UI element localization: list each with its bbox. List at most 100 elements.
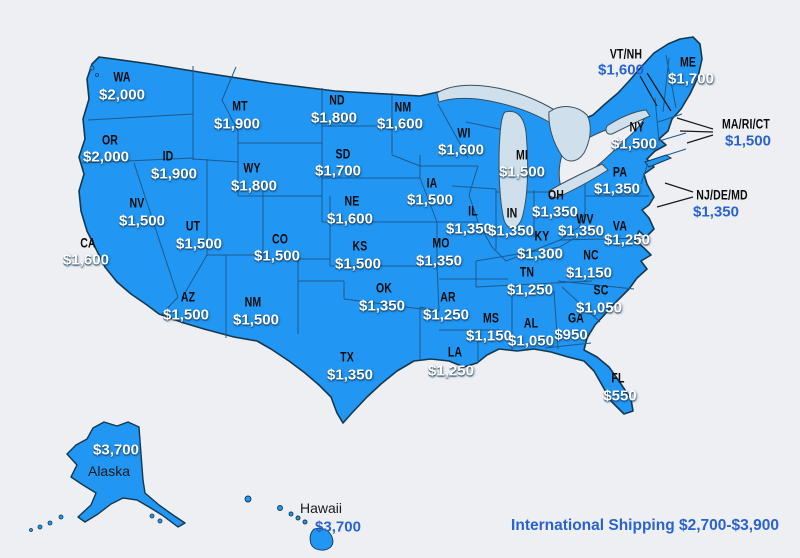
state-price-il-23: $1,350 (446, 220, 492, 238)
state-price-wa-0: $2,000 (99, 86, 145, 104)
state-price-id-4: $1,900 (151, 165, 197, 183)
state-price-ut-7: $1,500 (176, 235, 222, 253)
state-abbr-nd-11: ND (329, 92, 345, 108)
hawaii-price: $3,700 (315, 518, 361, 536)
ma-ri-ct-callout-line (676, 117, 714, 144)
state-price-wv-35: $1,350 (558, 222, 604, 240)
callout-label-1: MA/RI/CT (721, 116, 771, 132)
state-abbr-pa-36: PA (612, 164, 628, 180)
lake-ontario-shape (605, 109, 651, 135)
state-price-nm-9: $1,500 (233, 311, 279, 329)
state-price-tx-16: $1,350 (327, 366, 373, 384)
state-abbr-wa-0: WA (113, 69, 131, 85)
state-abbr-tx-16: TX (340, 349, 354, 365)
state-abbr-oh-26: OH (547, 187, 565, 203)
pacific-islands (89, 65, 99, 77)
state-abbr-in-25: IN (506, 205, 518, 221)
state-price-pa-36: $1,350 (594, 180, 640, 198)
state-abbr-nm-9: NM (244, 294, 262, 310)
callout-lines (639, 72, 714, 208)
state-price-ar-20: $1,250 (423, 306, 469, 324)
state-abbr-nc-33: NC (583, 247, 599, 263)
state-abbr-id-4: ID (162, 148, 174, 164)
state-price-ks-14: $1,500 (335, 255, 381, 273)
state-price-fl-38: $550 (603, 387, 637, 405)
state-abbr-ga-31: GA (567, 310, 585, 326)
hawaii-name: Hawaii (299, 500, 343, 516)
state-price-wy-6: $1,800 (231, 177, 277, 195)
state-abbr-sd-12: SD (335, 146, 351, 162)
state-abbr-ms-29: MS (482, 310, 500, 326)
state-price-ky-27: $1,300 (517, 245, 563, 263)
callout-price-0: $1,600 (598, 61, 644, 79)
state-price-nc-33: $1,150 (566, 264, 612, 282)
state-price-az-8: $1,500 (163, 306, 209, 324)
state-abbr-ia-18: IA (426, 175, 438, 191)
state-price-mt-5: $1,900 (214, 115, 260, 133)
state-abbr-nm-17: NM (394, 99, 412, 115)
hawaii-shape (244, 495, 334, 551)
state-abbr-wv-35: WV (576, 211, 594, 227)
international-shipping-note: International Shipping $2,700-$3,900 (511, 517, 779, 534)
state-abbr-mo-19: MO (432, 235, 450, 251)
state-abbr-sc-32: SC (593, 282, 609, 298)
state-abbr-me-39: ME (679, 54, 697, 70)
state-price-me-39: $1,700 (668, 70, 714, 88)
state-price-sc-32: $1,050 (576, 299, 622, 317)
state-abbr-or-1: OR (101, 132, 119, 148)
state-abbr-co-10: CO (271, 231, 289, 247)
state-abbr-wi-22: WI (457, 125, 471, 141)
state-price-mo-19: $1,350 (416, 252, 462, 270)
lake-erie-shape (548, 163, 609, 198)
state-abbr-tn-28: TN (519, 264, 535, 280)
state-abbr-ne-13: NE (344, 193, 360, 209)
state-price-in-25: $1,350 (488, 222, 534, 240)
state-price-ok-15: $1,350 (359, 297, 405, 315)
nj-de-md-callout-line (656, 182, 694, 208)
state-abbr-ky-27: KY (534, 228, 550, 244)
alaska-name: Alaska (87, 463, 131, 479)
state-abbr-nv-3: NV (129, 195, 145, 211)
state-abbr-fl-38: FL (611, 370, 625, 386)
lake-michigan-shape (498, 110, 529, 229)
state-price-ca-2: $1,600 (63, 251, 109, 269)
state-borders (80, 54, 687, 362)
lake-huron-shape (548, 106, 591, 162)
state-price-ms-29: $1,150 (466, 327, 512, 345)
state-price-ny-37: $1,500 (611, 135, 657, 153)
state-abbr-wy-6: WY (243, 160, 261, 176)
state-abbr-ca-2: CA (80, 235, 96, 251)
state-abbr-al-30: AL (523, 315, 539, 331)
great-lakes (436, 84, 651, 229)
state-price-ne-13: $1,600 (327, 210, 373, 228)
long-island-shape (644, 154, 673, 168)
state-price-al-30: $1,050 (508, 332, 554, 350)
state-abbr-la-21: LA (447, 344, 463, 360)
state-price-ga-31: $950 (554, 326, 588, 344)
state-price-tn-28: $1,250 (507, 281, 553, 299)
state-price-ia-18: $1,500 (407, 191, 453, 209)
vt-nh-callout-line (639, 72, 672, 112)
state-abbr-ar-20: AR (440, 289, 456, 305)
state-price-nv-3: $1,500 (119, 212, 165, 230)
state-abbr-az-8: AZ (180, 289, 196, 305)
state-abbr-mt-5: MT (232, 98, 248, 114)
state-price-oh-26: $1,350 (532, 203, 578, 221)
state-price-or-1: $2,000 (83, 148, 129, 166)
state-price-sd-12: $1,700 (315, 162, 361, 180)
us-mainland-shape (78, 36, 703, 424)
state-abbr-ks-14: KS (352, 238, 368, 254)
alaska-price: $3,700 (93, 441, 139, 459)
aleutian-islands (29, 513, 163, 532)
state-price-wi-22: $1,600 (438, 141, 484, 159)
state-abbr-va-34: VA (612, 218, 628, 234)
state-abbr-ny-37: NY (629, 119, 645, 135)
callout-label-2: NJ/DE/MD (696, 187, 748, 203)
state-abbr-ut-7: UT (185, 218, 201, 234)
state-price-nm-17: $1,600 (377, 115, 423, 133)
state-price-nd-11: $1,800 (311, 109, 357, 127)
callout-price-1: $1,500 (725, 132, 771, 150)
state-abbr-mi-24: MI (515, 147, 529, 163)
state-price-mi-24: $1,500 (499, 163, 545, 181)
